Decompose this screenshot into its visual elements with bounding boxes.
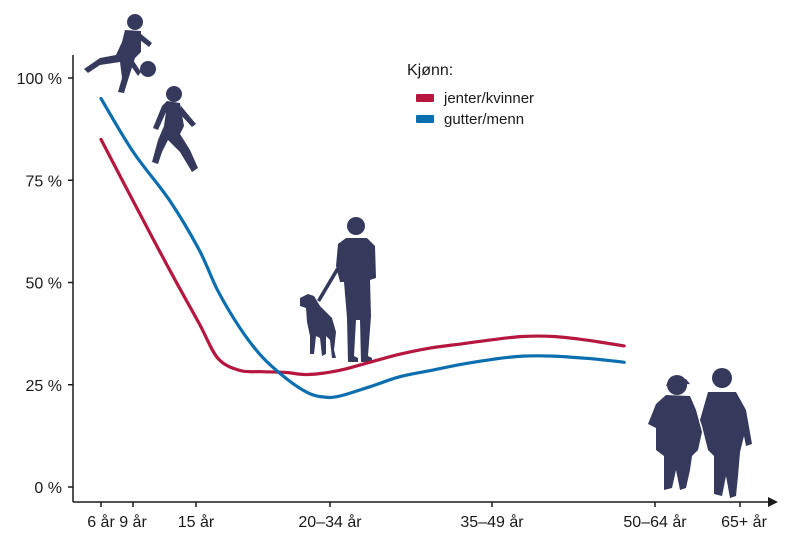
x-tick-label: 65+ år [721,513,767,531]
legend-label-gutter: gutter/menn [444,111,524,128]
y-tick-label: 0 % [34,480,62,497]
legend-label-jenter: jenter/kvinner [443,90,534,107]
person-walking-dog-icon [300,217,376,362]
legend-title: Kjønn: [407,62,453,79]
x-tick-label: 50–64 år [623,513,687,531]
x-tick-label: 15 år [178,513,215,531]
x-tick-label: 35–49 år [460,513,524,531]
x-axis-arrow [768,497,778,507]
legend-swatch-jenter [416,94,434,102]
legend-swatch-gutter [416,115,434,123]
y-tick-label: 75 % [26,173,62,190]
x-tick-label: 6 år [87,513,115,531]
y-tick-label: 50 % [26,276,62,293]
x-tick-label: 20–34 år [298,513,362,531]
elderly-couple-icon [648,368,752,498]
series-line-jenter-kvinner [99,137,626,377]
x-tick-label: 9 år [119,513,147,531]
y-tick-label: 100 % [17,71,62,88]
y-tick-label: 25 % [26,378,62,395]
child-playing-ball-icon [84,14,156,93]
series-line-gutter-menn [99,96,626,400]
child-running-icon [152,86,198,172]
